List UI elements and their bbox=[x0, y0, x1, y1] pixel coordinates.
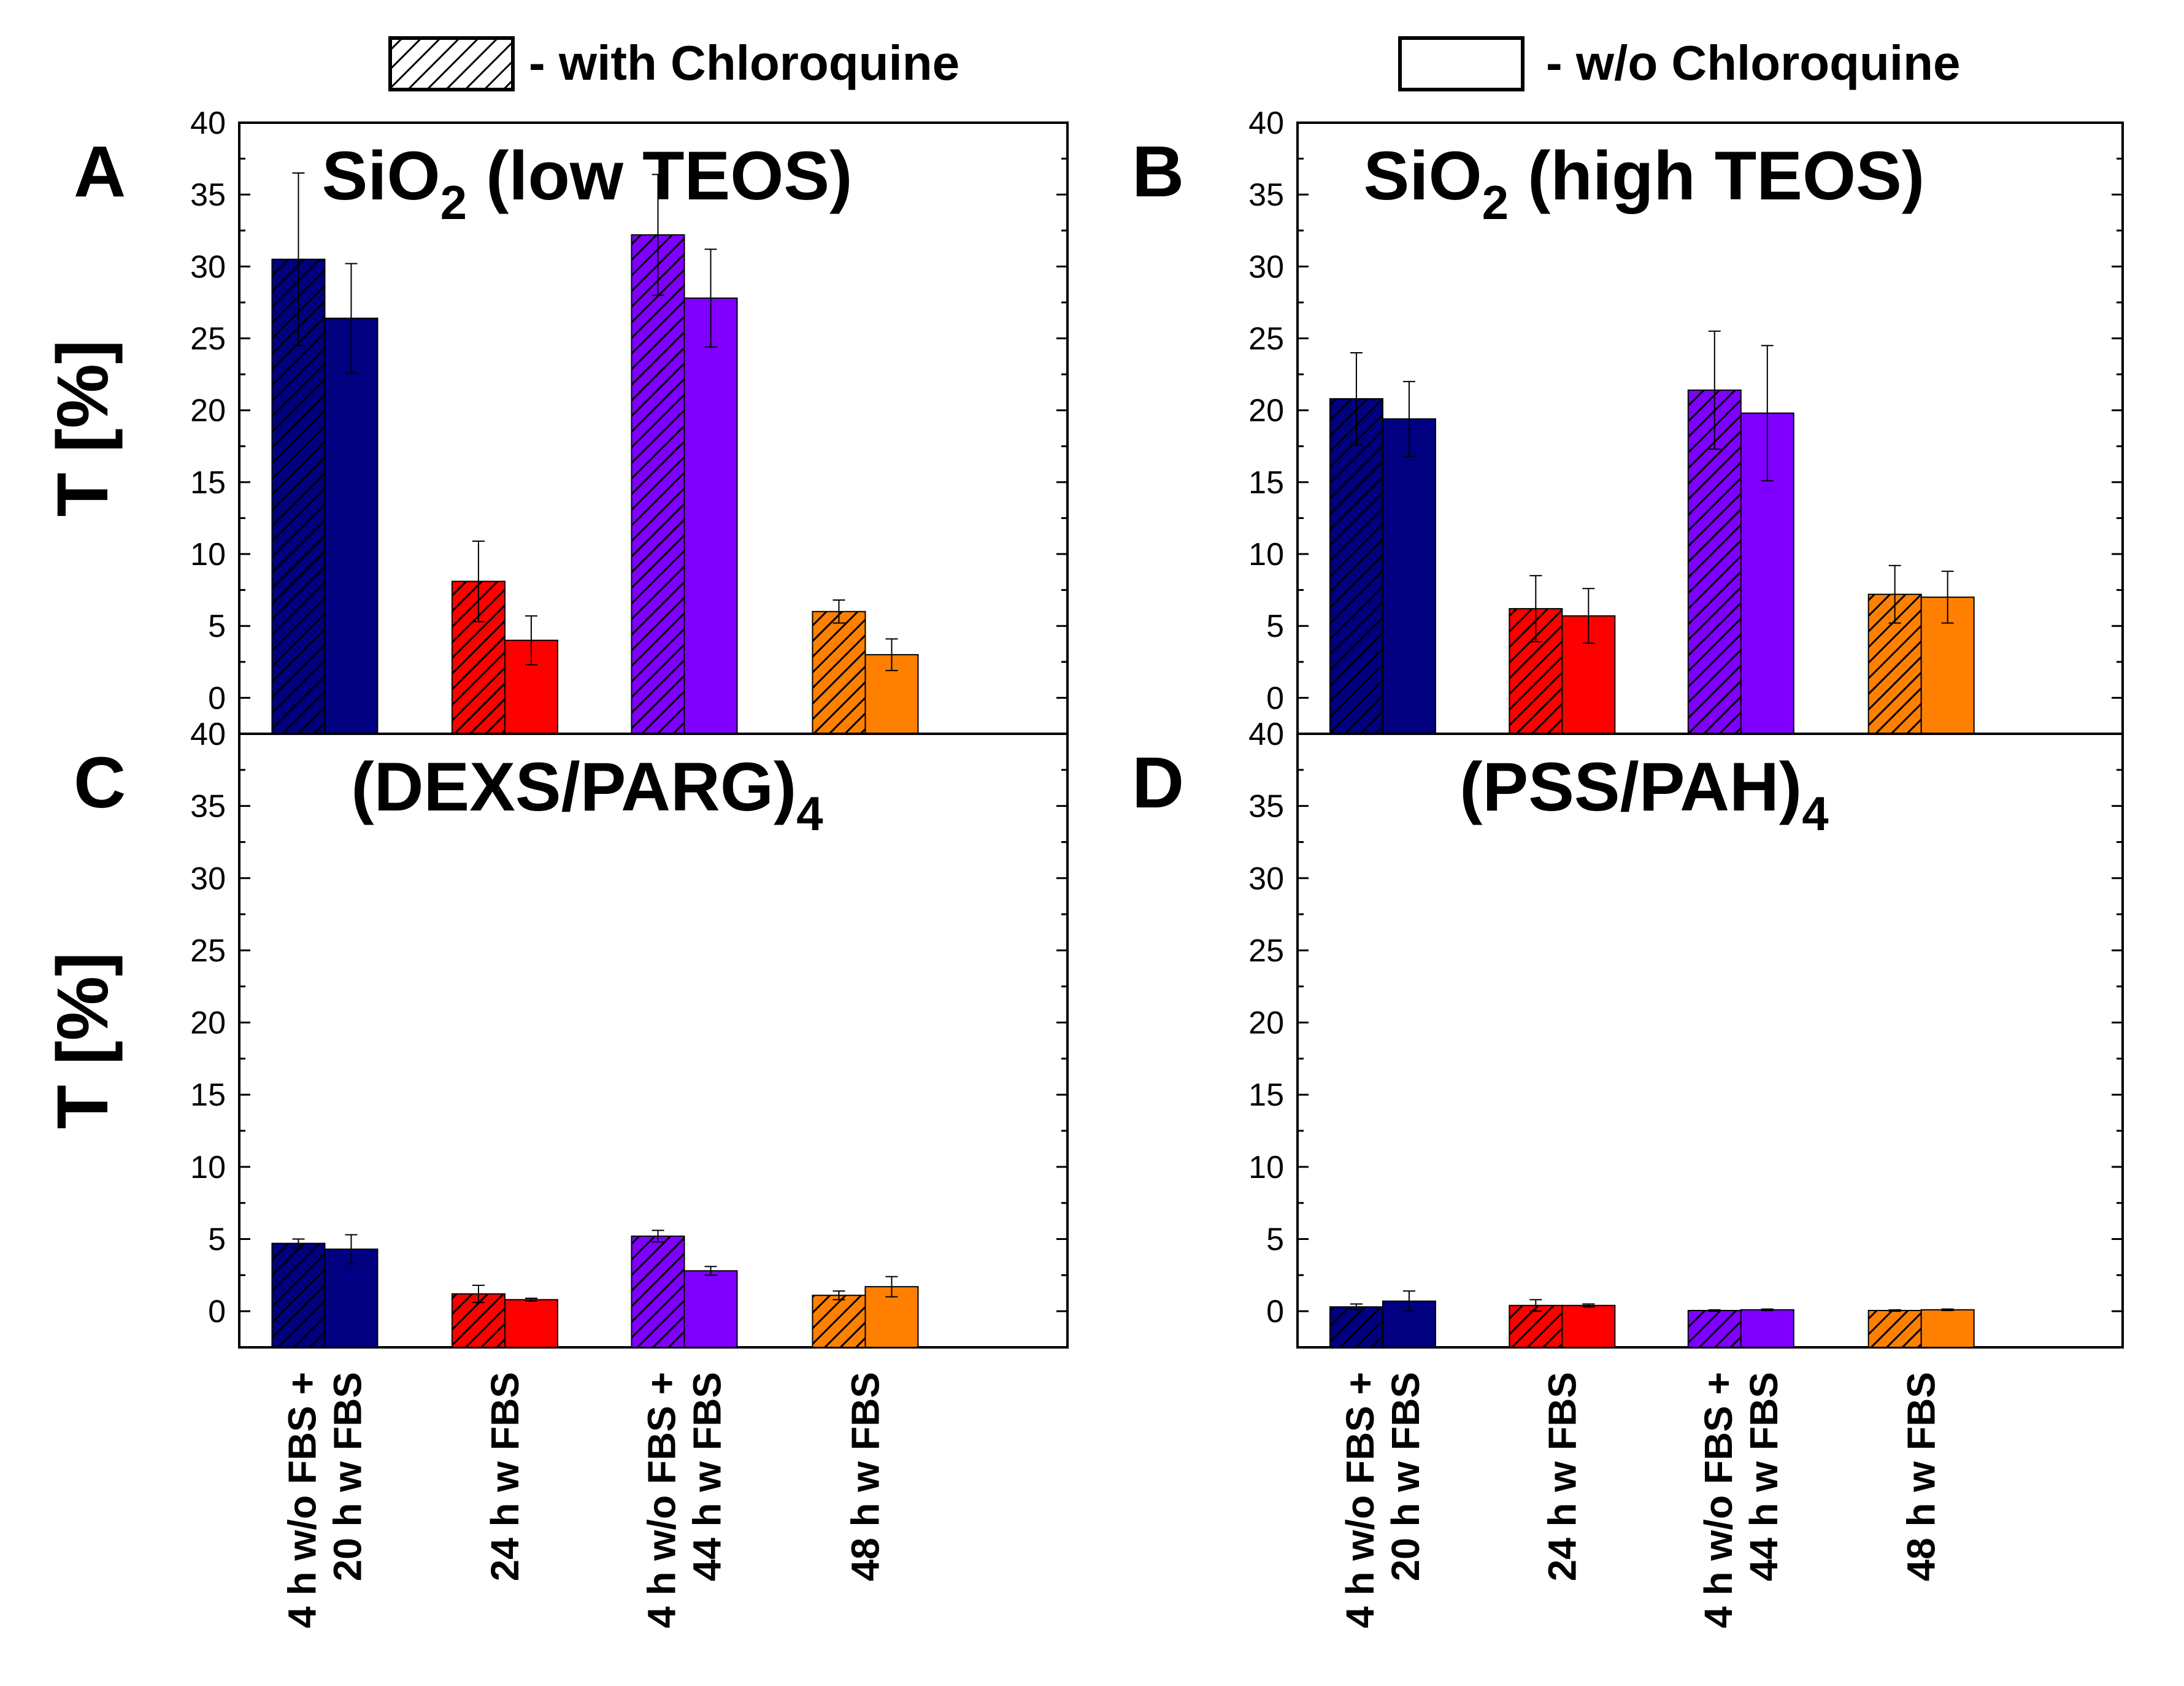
y-tick-label: 30 bbox=[1248, 861, 1284, 896]
panel-label: B bbox=[1132, 131, 1184, 212]
bar-without-chloroquine bbox=[1740, 1309, 1794, 1348]
y-tick-label: 15 bbox=[190, 1077, 226, 1113]
y-axis-label: T [%] bbox=[42, 340, 123, 517]
y-tick-label: 40 bbox=[1248, 717, 1284, 752]
x-category-label: 44 h w FBS bbox=[685, 1372, 729, 1581]
y-tick-label: 25 bbox=[190, 933, 226, 969]
y-tick-label: 10 bbox=[190, 537, 226, 572]
x-category-label: 20 h w FBS bbox=[1383, 1372, 1428, 1581]
x-category-label: 24 h w FBS bbox=[483, 1372, 527, 1581]
y-tick-label: 15 bbox=[190, 465, 226, 501]
y-tick-label: 20 bbox=[1248, 1006, 1284, 1041]
y-tick-label: 5 bbox=[208, 1222, 226, 1258]
y-tick-label: 35 bbox=[190, 789, 226, 825]
y-tick-label: 30 bbox=[1248, 249, 1284, 285]
y-tick-label: 15 bbox=[1248, 465, 1284, 501]
y-tick-label: 35 bbox=[1248, 789, 1284, 825]
x-category-label: 48 h w FBS bbox=[843, 1372, 887, 1581]
bar-hatch bbox=[812, 1295, 866, 1347]
x-category-label: 4 h w/o FBS + bbox=[280, 1372, 324, 1628]
bar-without-chloroquine bbox=[864, 1286, 919, 1349]
x-category-label: 20 h w FBS bbox=[325, 1372, 369, 1581]
y-tick-label: 30 bbox=[190, 249, 226, 285]
y-tick-label: 5 bbox=[208, 609, 226, 644]
legend: - with Chloroquine - w/o Chloroquine bbox=[388, 36, 1960, 91]
panel-title: (DEXS/PARG)4 bbox=[351, 749, 823, 841]
bar-without-chloroquine bbox=[324, 317, 379, 734]
y-tick-label: 20 bbox=[1248, 393, 1284, 429]
bar-hatch bbox=[1329, 1307, 1383, 1347]
y-tick-label: 30 bbox=[190, 861, 226, 896]
x-category-label: 44 h w FBS bbox=[1742, 1372, 1786, 1581]
bar-without-chloroquine bbox=[1561, 1304, 1616, 1348]
bar-hatch bbox=[631, 1236, 685, 1347]
legend-with-swatch bbox=[388, 36, 515, 91]
bar-hatch bbox=[272, 1243, 325, 1347]
x-category-label: 48 h w FBS bbox=[1899, 1372, 1944, 1581]
y-tick-label: 10 bbox=[1248, 537, 1284, 572]
legend-without-label: - w/o Chloroquine bbox=[1546, 36, 1960, 90]
y-tick-label: 0 bbox=[208, 1294, 226, 1330]
x-category-label: 4 h w/o FBS + bbox=[1696, 1372, 1740, 1628]
y-axis-label: T [%] bbox=[42, 340, 123, 517]
panel-label: A bbox=[74, 131, 126, 212]
y-tick-label: 25 bbox=[1248, 321, 1284, 357]
y-tick-label: 35 bbox=[190, 177, 226, 213]
bar-hatch bbox=[1329, 398, 1383, 734]
y-tick-label: 25 bbox=[1248, 933, 1284, 969]
y-tick-label: 40 bbox=[1248, 106, 1284, 141]
y-tick-label: 25 bbox=[190, 321, 226, 357]
panel-title: (PSS/PAH)4 bbox=[1459, 749, 1828, 841]
bar-hatch bbox=[1688, 1311, 1741, 1347]
legend-with-label: - with Chloroquine bbox=[529, 36, 959, 90]
y-tick-label: 0 bbox=[208, 680, 226, 716]
panels: 0 5 10 15 20 25 30 35 40 T [%] A SiO2 (low TEOS) 0 5 1… bbox=[42, 106, 2124, 1349]
bar-without-chloroquine bbox=[324, 1249, 379, 1348]
legend-without-swatch bbox=[1398, 36, 1525, 91]
y-tick-label: 40 bbox=[190, 106, 226, 141]
y-axis-label: T [%] bbox=[42, 952, 123, 1129]
panel-title: SiO2 (high TEOS) bbox=[1364, 137, 1924, 229]
bar-hatch bbox=[631, 234, 685, 734]
y-tick-label: 10 bbox=[1248, 1150, 1284, 1185]
y-tick-label: 5 bbox=[1266, 609, 1284, 644]
panel-label: D bbox=[1132, 742, 1184, 823]
y-tick-label: 40 bbox=[190, 717, 226, 752]
panel-title: SiO2 (low TEOS) bbox=[322, 137, 853, 229]
panel-label: C bbox=[74, 742, 126, 823]
bar-without-chloroquine bbox=[1382, 418, 1436, 734]
y-tick-label: 20 bbox=[190, 1006, 226, 1041]
panel-c: 0 5 10 15 20 25 30 35 40 T [%] C (DEXS/PARG)4 bbox=[42, 717, 1069, 1349]
bar-without-chloroquine bbox=[1920, 1309, 1975, 1348]
bar-hatch bbox=[1509, 1305, 1563, 1347]
y-tick-label: 20 bbox=[190, 393, 226, 429]
y-axis-label: T [%] bbox=[42, 952, 123, 1129]
bar-without-chloroquine bbox=[504, 1299, 558, 1349]
y-tick-label: 0 bbox=[1266, 1294, 1284, 1330]
y-tick-label: 10 bbox=[190, 1150, 226, 1185]
y-tick-label: 5 bbox=[1266, 1222, 1284, 1258]
bar-hatch bbox=[1868, 1311, 1921, 1347]
bar-without-chloroquine bbox=[683, 297, 738, 734]
panel-b: 0 5 10 15 20 25 30 35 40 T [%] B SiO2 (high TEOS) bbox=[42, 106, 2124, 735]
x-category-label: 24 h w FBS bbox=[1540, 1372, 1584, 1581]
y-tick-label: 35 bbox=[1248, 177, 1284, 213]
bar-without-chloroquine bbox=[683, 1270, 738, 1349]
y-tick-label: 15 bbox=[1248, 1077, 1284, 1113]
plot-frame bbox=[1296, 733, 2124, 1349]
x-category-label: 4 h w/o FBS + bbox=[639, 1372, 683, 1628]
x-category-label: 4 h w/o FBS + bbox=[1338, 1372, 1382, 1628]
y-tick-label: 0 bbox=[1266, 680, 1284, 716]
panel-a: 0 5 10 15 20 25 30 35 40 T [%] A SiO2 (low TEOS) bbox=[42, 106, 1069, 735]
bar-hatch bbox=[812, 611, 866, 734]
x-category-labels: 4 h w/o FBS +20 h w FBS 24 h w FBS 4 h w/o… bbox=[280, 1372, 1943, 1628]
panel-d: 0 5 10 15 20 25 30 35 40 T [%] D (PSS/PAH)4 bbox=[42, 717, 2124, 1349]
